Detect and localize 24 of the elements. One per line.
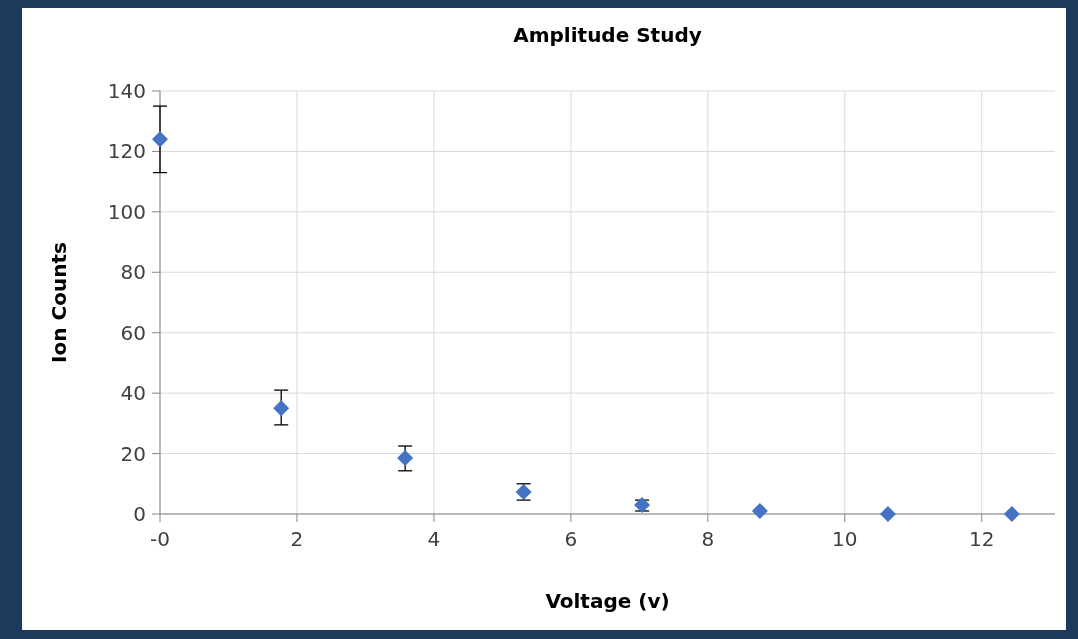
y-tick-label: 120: [107, 139, 146, 164]
y-tick-label: 0: [133, 502, 146, 526]
point: [152, 131, 168, 148]
chart-title: Amplitude Study: [513, 23, 702, 47]
x-tick-label: 8: [701, 527, 715, 551]
point: [1003, 506, 1020, 522]
y-tick-label: 140: [107, 79, 146, 103]
x-tick-label: 10: [832, 527, 858, 551]
y-tick-label: 40: [120, 381, 146, 406]
y-tick-label: 20: [120, 441, 146, 466]
y-tick-label: 60: [120, 320, 146, 345]
x-tick-label: 2: [290, 527, 304, 551]
x-tick-label: 6: [564, 527, 578, 551]
point: [397, 450, 414, 467]
x-tick-label: -0: [150, 527, 170, 551]
y-tick-label: 80: [120, 260, 146, 285]
y-axis-title: Ion Counts: [47, 242, 71, 363]
point: [751, 502, 768, 519]
x-axis-title: Voltage (v): [545, 589, 670, 613]
point: [879, 506, 896, 522]
y-tick-label: 100: [107, 199, 146, 224]
point: [273, 400, 290, 417]
x-tick-label: 4: [427, 527, 441, 551]
x-tick-label: 12: [969, 527, 995, 551]
